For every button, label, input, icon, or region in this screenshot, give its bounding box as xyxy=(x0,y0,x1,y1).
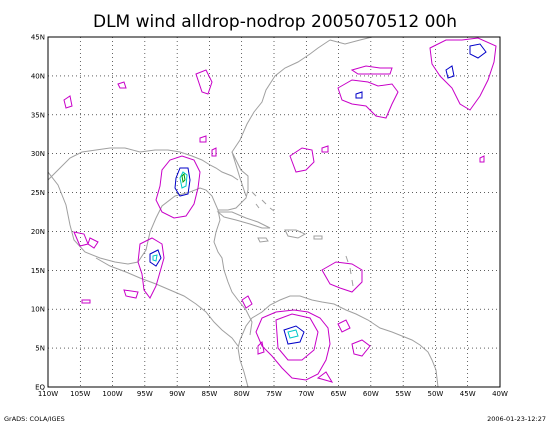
contour-campeche-mid xyxy=(149,249,162,267)
longitude-tick-label: 80W xyxy=(234,390,250,398)
map-title: DLM wind alldrop-nodrop 2005070512 00h xyxy=(93,12,457,32)
contour-campeche-inner xyxy=(152,254,158,262)
contour-atlantic-north-mid xyxy=(355,91,363,99)
latitude-tick-label: 20N xyxy=(31,228,45,236)
longitude-tick-label: 75W xyxy=(266,390,282,398)
footer-left: GrADS: COLA/IGES xyxy=(4,415,65,423)
coastlines xyxy=(48,37,439,387)
coastline-north-america xyxy=(48,39,331,336)
contour-gulf-outer xyxy=(155,155,201,219)
contour-ne-atlantic-small xyxy=(479,155,485,163)
coastline-lesser-antilles xyxy=(345,255,354,287)
latitude-tick-label: 5N xyxy=(35,345,45,353)
longitude-tick-label: 105W xyxy=(70,390,90,398)
longitude-tick-label: 55W xyxy=(395,390,411,398)
latitude-tick-label: 10N xyxy=(31,306,45,314)
contour-field xyxy=(63,37,497,383)
contour-atlantic-north xyxy=(337,79,399,119)
coastline-central-america xyxy=(95,257,239,347)
contour-sa-second xyxy=(275,313,319,361)
coastline-south-america xyxy=(237,295,439,387)
longitude-tick-label: 95W xyxy=(137,390,153,398)
contour-sa-east xyxy=(316,319,371,383)
longitude-tick-label: 65W xyxy=(331,390,347,398)
longitude-tick-labels: 110W 105W 100W 95W 90W 85W 80W 75W 70W 65W 60W 55W 5… xyxy=(38,390,508,398)
latitude-tick-label: 15N xyxy=(31,267,45,275)
coastline-nova-scotia xyxy=(329,37,373,45)
coastline-bahamas xyxy=(251,191,275,212)
contour-ne-atlantic xyxy=(429,37,497,111)
latitude-tick-labels: EQ 5N 10N 15N 20N 25N 30N 35N 40N 45N xyxy=(31,34,46,392)
contour-caribbean-east xyxy=(321,261,363,293)
graticule xyxy=(48,37,500,387)
coastline-cuba xyxy=(216,211,271,229)
latitude-tick-label: 30N xyxy=(31,150,45,158)
longitude-tick-label: 50W xyxy=(428,390,444,398)
contour-ne-atlantic-mid xyxy=(445,43,487,79)
contour-pacific-small xyxy=(81,289,139,304)
contour-gulf-north xyxy=(195,69,213,95)
contour-gulf-mid xyxy=(174,167,191,197)
latitude-tick-label: 35N xyxy=(31,111,45,119)
contour-mexico-west xyxy=(73,231,99,249)
contour-campeche xyxy=(137,237,165,299)
latitude-tick-label: EQ xyxy=(35,384,45,392)
longitude-tick-label: 110W xyxy=(38,390,58,398)
coastline-gulf-north xyxy=(48,147,239,181)
coastline-jamaica xyxy=(257,237,269,243)
longitude-tick-label: 90W xyxy=(169,390,185,398)
longitude-tick-label: 45W xyxy=(460,390,476,398)
longitude-tick-label: 85W xyxy=(202,390,218,398)
latitude-tick-label: 40N xyxy=(31,72,45,80)
contour-sa-inner xyxy=(287,329,299,339)
coastline-hispaniola xyxy=(284,229,307,239)
longitude-tick-label: 70W xyxy=(298,390,314,398)
longitude-tick-label: 60W xyxy=(363,390,379,398)
contour-sw-small xyxy=(63,81,127,109)
longitude-tick-label: 40W xyxy=(492,390,508,398)
contour-gulf-peak xyxy=(181,172,186,184)
contour-south-america xyxy=(255,309,331,381)
contour-wgulf-small xyxy=(199,135,217,157)
contour-atlantic-north-2 xyxy=(350,65,393,75)
coastline-florida xyxy=(231,151,247,197)
contour-bermuda xyxy=(289,145,329,173)
footer-right: 2006-01-23-12:27 xyxy=(487,415,546,423)
map-frame xyxy=(47,36,501,388)
contour-pacific-central xyxy=(241,295,265,355)
longitude-tick-label: 100W xyxy=(102,390,122,398)
latitude-tick-label: 45N xyxy=(31,34,45,42)
contour-sa-mid xyxy=(283,325,305,345)
coastline-puerto-rico xyxy=(313,235,323,240)
latitude-tick-label: 25N xyxy=(31,189,45,197)
contour-gulf-inner xyxy=(179,171,188,189)
